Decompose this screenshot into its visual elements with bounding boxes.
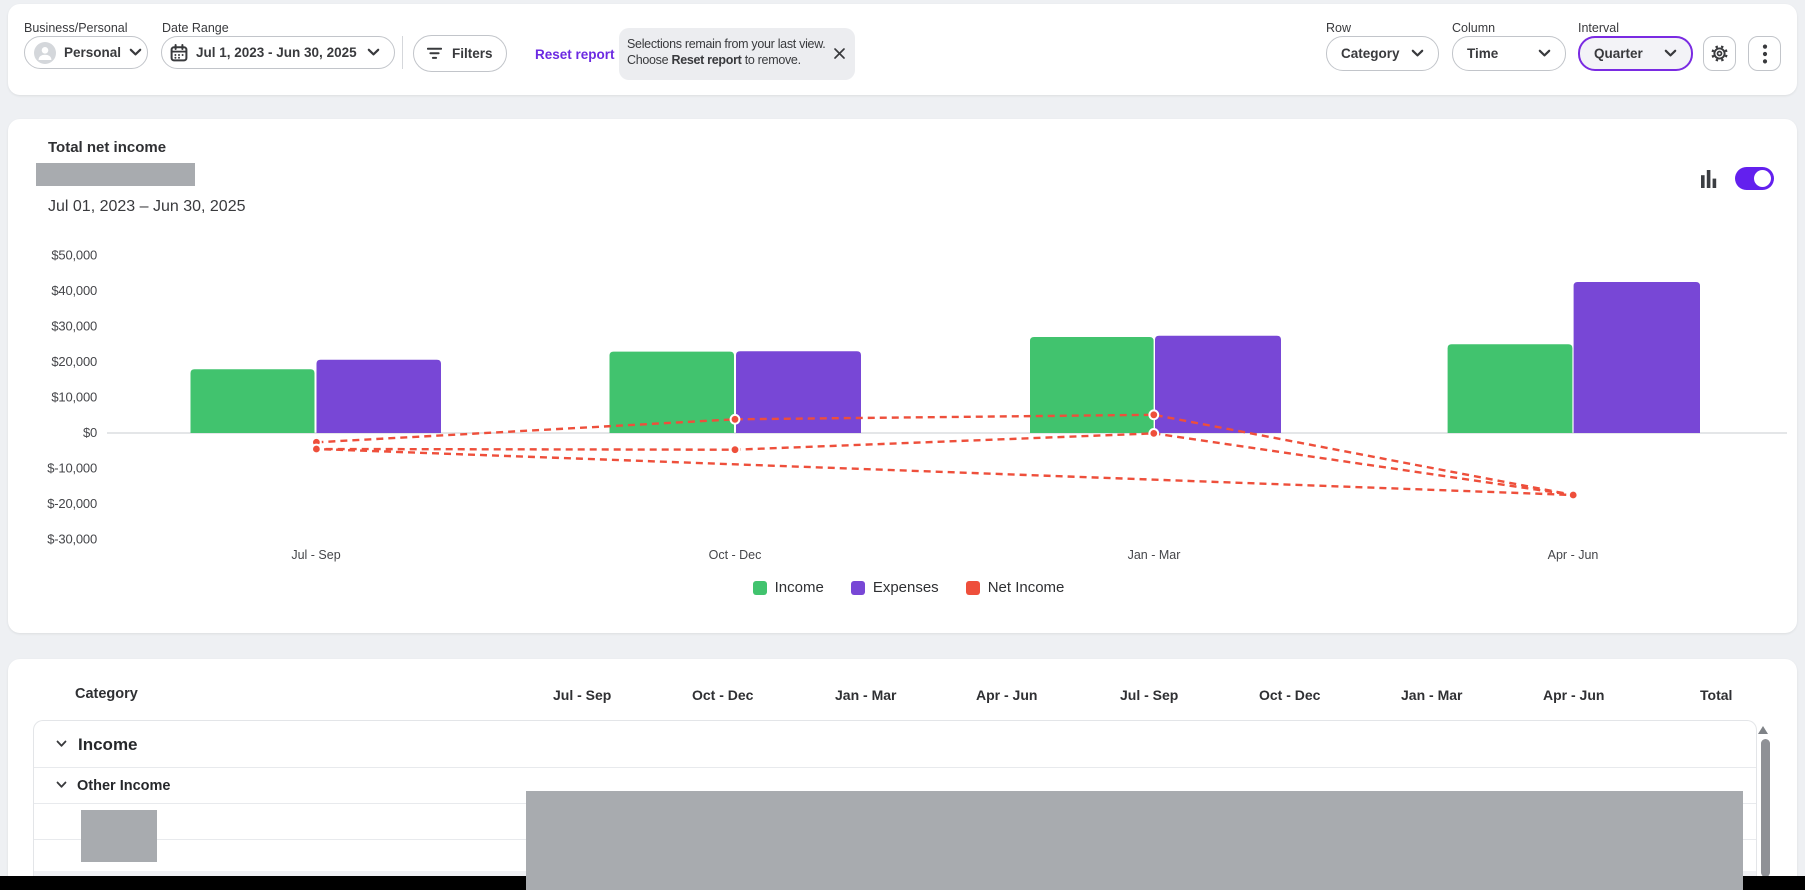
svg-text:$-30,000: $-30,000 xyxy=(47,532,97,547)
svg-text:$-20,000: $-20,000 xyxy=(47,496,97,511)
svg-text:$10,000: $10,000 xyxy=(51,390,97,405)
svg-text:$30,000: $30,000 xyxy=(51,319,97,334)
svg-text:Jan - Mar: Jan - Mar xyxy=(1128,548,1181,562)
svg-text:$50,000: $50,000 xyxy=(51,248,97,263)
svg-text:Oct - Dec: Oct - Dec xyxy=(709,548,762,562)
svg-text:$0: $0 xyxy=(83,425,97,440)
svg-text:$40,000: $40,000 xyxy=(51,283,97,298)
svg-text:$-10,000: $-10,000 xyxy=(47,461,97,476)
svg-text:$20,000: $20,000 xyxy=(51,354,97,369)
svg-text:Apr - Jun: Apr - Jun xyxy=(1548,548,1599,562)
svg-text:Jul - Sep: Jul - Sep xyxy=(291,548,340,562)
